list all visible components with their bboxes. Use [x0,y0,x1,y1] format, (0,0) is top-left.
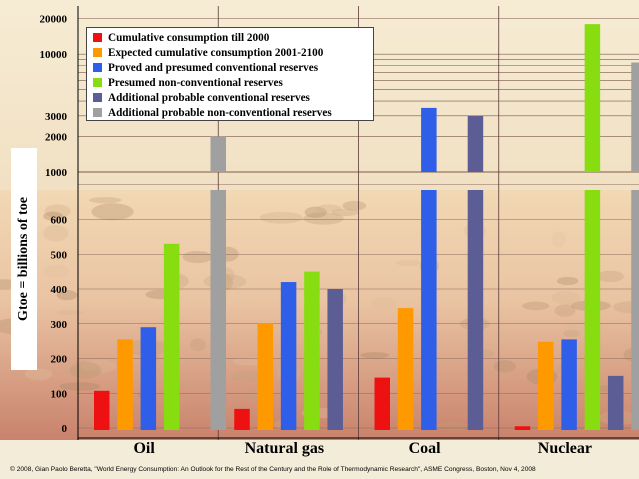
legend-swatch [93,33,102,42]
legend-item: Expected cumulative consumption 2001-210… [93,45,367,60]
bar [514,426,531,430]
bar [584,190,601,430]
bar [631,62,639,172]
y-axis-ticks: 0 100 200 300 400 500 600 1000 2000 3000 10000 2000… [40,14,68,435]
bar [421,107,437,172]
bar [538,341,554,430]
x-tick-label: Nuclear [538,440,592,457]
y-tick-label: 600 [51,215,68,227]
bar [117,339,133,430]
legend-item: Presumed non-conventional reserves [93,75,367,90]
y-tick-label: 500 [51,249,68,261]
legend-swatch [93,108,102,117]
y-tick-label: 2000 [45,132,68,144]
legend-label: Expected cumulative consumption 2001-210… [108,46,324,59]
y-tick-label: 100 [51,388,68,400]
bar [631,190,639,430]
y-tick-label: 1000 [45,167,68,179]
bar [140,327,157,430]
y-tick-label: 0 [62,423,68,435]
bars [94,24,639,430]
x-tick-label: Coal [409,440,442,457]
y-axis-label: Gtoe = billions of toe [16,197,31,321]
legend-label: Proved and presumed conventional reserve… [108,61,319,74]
y-axis-label-box: Gtoe = billions of toe [11,148,37,370]
legend-swatch [93,78,102,87]
legend-swatch [93,48,102,57]
bar [607,375,624,430]
bar [467,115,484,172]
x-axis-labels: Oil Natural gas Coal Nuclear [133,440,592,457]
x-tick-label: Natural gas [245,440,325,457]
y-tick-label: 20000 [40,14,68,26]
legend-label: Presumed non-conventional reserves [108,76,283,89]
y-tick-label: 400 [51,284,68,296]
bar [304,271,320,430]
bar [280,282,297,430]
bar [94,390,110,430]
legend-item: Cumulative consumption till 2000 [93,30,367,45]
bar [163,243,180,430]
legend-label: Additional probable non-conventional res… [108,106,332,119]
bar [210,190,226,430]
legend-item: Additional probable conventional reserve… [93,90,367,105]
bar [234,408,250,430]
bar [327,289,343,430]
legend-swatch [93,93,102,102]
legend-item: Proved and presumed conventional reserve… [93,60,367,75]
bar [257,323,274,430]
bar [397,308,414,430]
legend-label: Cumulative consumption till 2000 [108,31,270,44]
legend-label: Additional probable conventional reserve… [108,91,310,104]
footer-citation: © 2008, Gian Paolo Beretta, "World Energ… [10,466,536,473]
bar [421,190,437,430]
bar [584,24,601,172]
legend-item: Additional probable non-conventional res… [93,105,367,120]
bar [561,339,577,430]
y-tick-label: 3000 [45,111,68,123]
y-tick-label: 300 [51,319,68,331]
x-tick-label: Oil [133,440,155,457]
y-tick-label: 10000 [40,49,68,61]
bar [374,377,390,430]
bar [210,136,226,172]
y-tick-label: 200 [51,354,68,366]
legend-swatch [93,63,102,72]
bar [467,190,484,430]
legend: Cumulative consumption till 2000 Expected… [86,27,374,121]
